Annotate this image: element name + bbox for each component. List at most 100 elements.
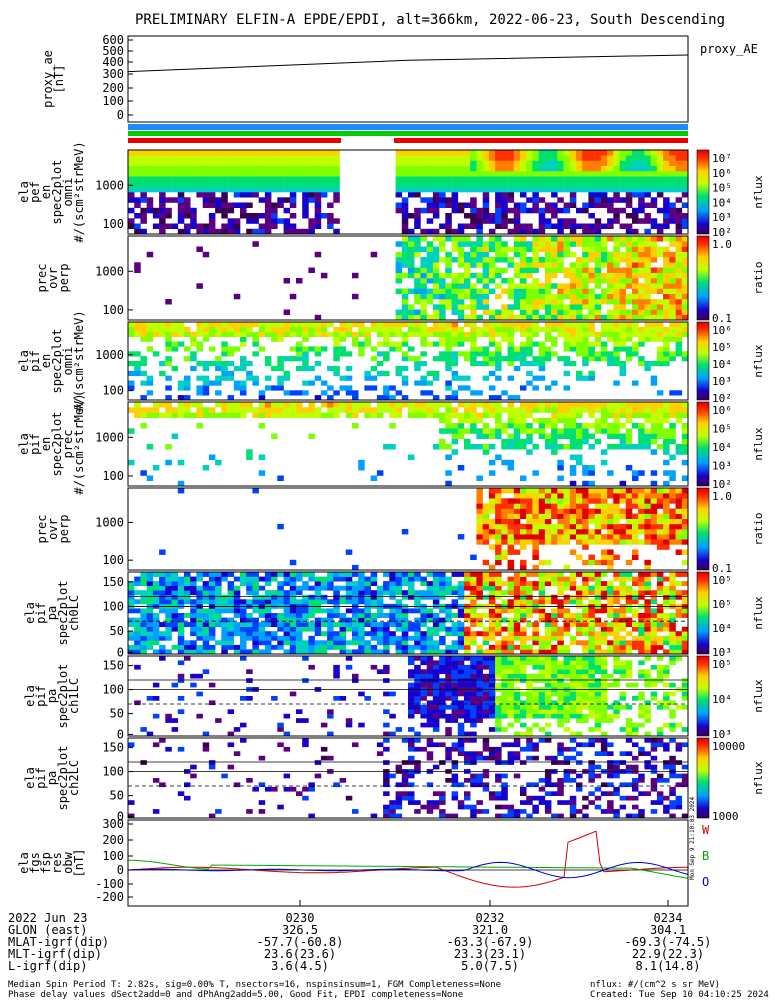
y-axis-label: proxy_ae[nT] <box>41 50 66 108</box>
colorbar-tick-label: 10⁴ <box>712 693 732 706</box>
colorbar-tick-label: 10⁴ <box>712 358 732 371</box>
y-tick-label: 150 <box>102 741 124 755</box>
row-label-l: L-igrf(dip) <box>8 959 87 973</box>
y-tick-label: 0 <box>117 108 124 122</box>
x-tick-labels: 0230326.5-57.7(-60.8)23.6(23.6)3.6(4.5)0… <box>257 900 712 973</box>
colorbar-tick-label: 10⁵ <box>712 182 732 195</box>
colorbar-tick-label: 10⁵ <box>712 574 732 587</box>
footer-line1: Median Spin Period T: 2.82s, sig=0.00% T… <box>8 980 501 990</box>
colorbar-gradient <box>697 322 709 400</box>
panel-stack: 6005004003002001000proxy_ae[nT]proxy_AE1… <box>17 33 765 906</box>
y-tick-label: 150 <box>102 659 124 673</box>
y-tick-label: 50 <box>110 789 124 803</box>
footer-units: nflux: #/(cm^2 s sr MeV) <box>590 980 720 990</box>
y-tick-label: 1000 <box>95 515 124 529</box>
colorbar-tick-label: 10⁴ <box>712 196 732 209</box>
proxy-ae-line <box>128 55 688 72</box>
panel-ela_pif_omni: 1000100elapifenspec2plotomni#/(scm²strMe… <box>17 310 765 411</box>
spectrogram-cells <box>159 488 688 570</box>
y-tick-label: 1000 <box>95 178 124 192</box>
colorbar-title: nflux <box>752 679 765 712</box>
y-label-line: [nT] <box>52 65 66 94</box>
y-label-line: [nT] <box>72 849 86 878</box>
spectrogram-cells <box>128 572 688 654</box>
colorbar-tick-label: 10³ <box>712 375 732 388</box>
y-tick-label: 100 <box>102 94 124 108</box>
colorbar-title: nflux <box>752 596 765 629</box>
y-tick-label: 1000 <box>95 348 124 362</box>
y-tick-label: 50 <box>110 707 124 721</box>
spectrogram-cells <box>134 656 688 736</box>
panel-frame <box>128 820 688 906</box>
colorbar-tick-label: 10⁴ <box>712 622 732 635</box>
y-label-line: perp <box>57 264 71 293</box>
colorbar-tick-label: 10⁶ <box>712 324 732 337</box>
fgs-series-w <box>128 831 688 887</box>
y-tick-label: 200 <box>102 833 124 847</box>
y-tick-label: 0 <box>117 727 124 741</box>
y-tick-label: 0 <box>117 863 124 877</box>
colorbar-tick-label: 10⁴ <box>712 441 732 454</box>
y-tick-label: 150 <box>102 575 124 589</box>
y-tick-label: 100 <box>102 303 124 317</box>
spectrogram-cells <box>128 738 688 818</box>
colorbar-gradient <box>697 488 709 570</box>
footer: Median Spin Period T: 2.82s, sig=0.00% T… <box>8 980 769 1000</box>
y-label-line: #/(scm²strMeV) <box>72 393 86 494</box>
colorbar-tick-label: 10⁵ <box>712 341 732 354</box>
colorbar-tick-label: 10⁷ <box>712 152 732 165</box>
plot-title: PRELIMINARY ELFIN-A EPDE/EPDI, alt=366km… <box>135 12 725 28</box>
status-bar-green <box>128 131 688 136</box>
y-tick-label: 300 <box>102 67 124 81</box>
l-value: 3.6(4.5) <box>271 959 329 973</box>
colorbar-title: nflux <box>752 344 765 377</box>
status-bar-red-1 <box>128 138 341 143</box>
legend-letter-o: O <box>702 875 709 889</box>
colorbar-title: ratio <box>752 261 765 294</box>
panel-ela_pef_omni: 1000100elapefenspec2plotomni#/(scm²strMe… <box>17 141 765 242</box>
x-axis-info: 2022 Jun 23 GLON (east) MLAT-igrf(dip) M… <box>8 900 711 973</box>
colorbar-tick-label: 10⁵ <box>712 598 732 611</box>
y-tick-label: 100 <box>102 599 124 613</box>
y-tick-label: 100 <box>102 683 124 697</box>
colorbar-tick-label: 10⁶ <box>712 167 732 180</box>
spectrogram-cells <box>128 402 688 486</box>
colorbar-gradient <box>697 738 709 818</box>
panel-ela_pif_ch0: 150100500elapifpaspec2plotch0LC10⁵10⁵10⁴… <box>23 572 765 659</box>
y-label-line: #/(scm²strMeV) <box>72 141 86 242</box>
colorbar-tick-label: 1.0 <box>712 490 732 503</box>
colorbar-gradient <box>697 656 709 736</box>
y-tick-label: 200 <box>102 81 124 95</box>
colorbar-title: ratio <box>752 512 765 545</box>
colorbar-tick-label: 10⁶ <box>712 404 732 417</box>
y-tick-label: 1000 <box>95 264 124 278</box>
l-value: 8.1(14.8) <box>635 959 700 973</box>
legend-letter-b: B <box>702 849 709 863</box>
colorbar-gradient <box>697 572 709 654</box>
colorbar-title: nflux <box>752 427 765 460</box>
panel-ela_pif_prec: 1000100elapifenspec2plotprec#/(scm²strMe… <box>17 393 765 494</box>
colorbar-tick-label: 10³ <box>712 211 732 224</box>
colorbar-tick-label: 1000 <box>712 810 739 823</box>
y-tick-label: 100 <box>102 765 124 779</box>
y-label-line: ch1LC <box>67 678 81 714</box>
y-tick-label: 100 <box>102 469 124 483</box>
y-label-line: ch2LC <box>67 760 81 796</box>
colorbar-gradient <box>697 236 709 320</box>
y-tick-label: 0 <box>117 645 124 659</box>
status-bar-blue <box>128 124 688 130</box>
